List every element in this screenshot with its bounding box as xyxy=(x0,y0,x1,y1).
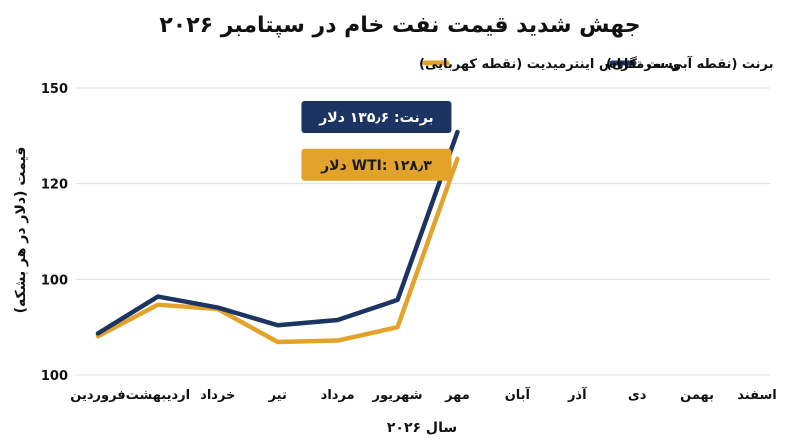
series-lines xyxy=(95,129,460,345)
x-axis-label: سال ۲۰۲۶ xyxy=(387,420,457,436)
legend-label-wti: وست تگزاس اینترمیدیت (نقطه کهربایی) xyxy=(419,56,681,72)
x-tick-label: مهر xyxy=(444,388,470,403)
y-axis-ticks: 150 120 100 100 xyxy=(41,82,68,384)
callout-box xyxy=(301,148,452,181)
legend-label-brent: برنت (نقطه آبی سرمه‌ای) xyxy=(606,55,774,72)
x-tick-label: بهمن xyxy=(680,388,714,403)
series-line-wti xyxy=(95,156,460,345)
x-tick-label: خرداد xyxy=(200,388,235,403)
y-tick-label: 120 xyxy=(41,178,68,193)
legend: برنت (نقطه آبی سرمه‌ای) وست تگزاس اینترم… xyxy=(419,55,774,72)
y-tick-label: 150 xyxy=(41,82,68,97)
gridlines xyxy=(76,87,770,376)
callout-label: برنت: ۱۳۵٫۶ دلار xyxy=(318,110,433,126)
series-line-brent xyxy=(95,129,460,336)
callout-brent: برنت: ۱۳۵٫۶ دلار xyxy=(301,101,452,134)
callouts: برنت: ۱۳۵٫۶ دلار WTI: ۱۲۸٫۳ دلار xyxy=(301,101,452,181)
callout-label: WTI: ۱۲۸٫۳ دلار xyxy=(320,158,432,174)
x-tick-label: اردیبهشت xyxy=(126,388,190,403)
x-tick-label: تیر xyxy=(268,388,287,403)
y-tick-label: 100 xyxy=(41,273,68,288)
x-tick-label: دی xyxy=(628,388,647,403)
x-tick-label: مرداد xyxy=(321,388,355,403)
chart-title: جهش شدید قیمت نفت خام در سپتامبر ۲۰۲۶ xyxy=(159,13,640,38)
y-tick-label: 100 xyxy=(41,369,68,384)
y-axis-label: قیمت (دلار در هر بشکه) xyxy=(13,147,29,314)
callout-wti: WTI: ۱۲۸٫۳ دلار xyxy=(301,148,452,181)
x-tick-label: آبان xyxy=(505,386,531,403)
x-tick-label: اسفند xyxy=(737,388,776,403)
x-tick-label: آذر xyxy=(567,386,587,403)
x-axis-ticks: فروردین اردیبهشت خرداد تیر مرداد شهریور مهر آبا… xyxy=(70,386,776,403)
callout-box xyxy=(301,101,452,134)
x-tick-label: شهریور xyxy=(372,388,423,403)
x-tick-label: فروردین xyxy=(70,388,125,403)
